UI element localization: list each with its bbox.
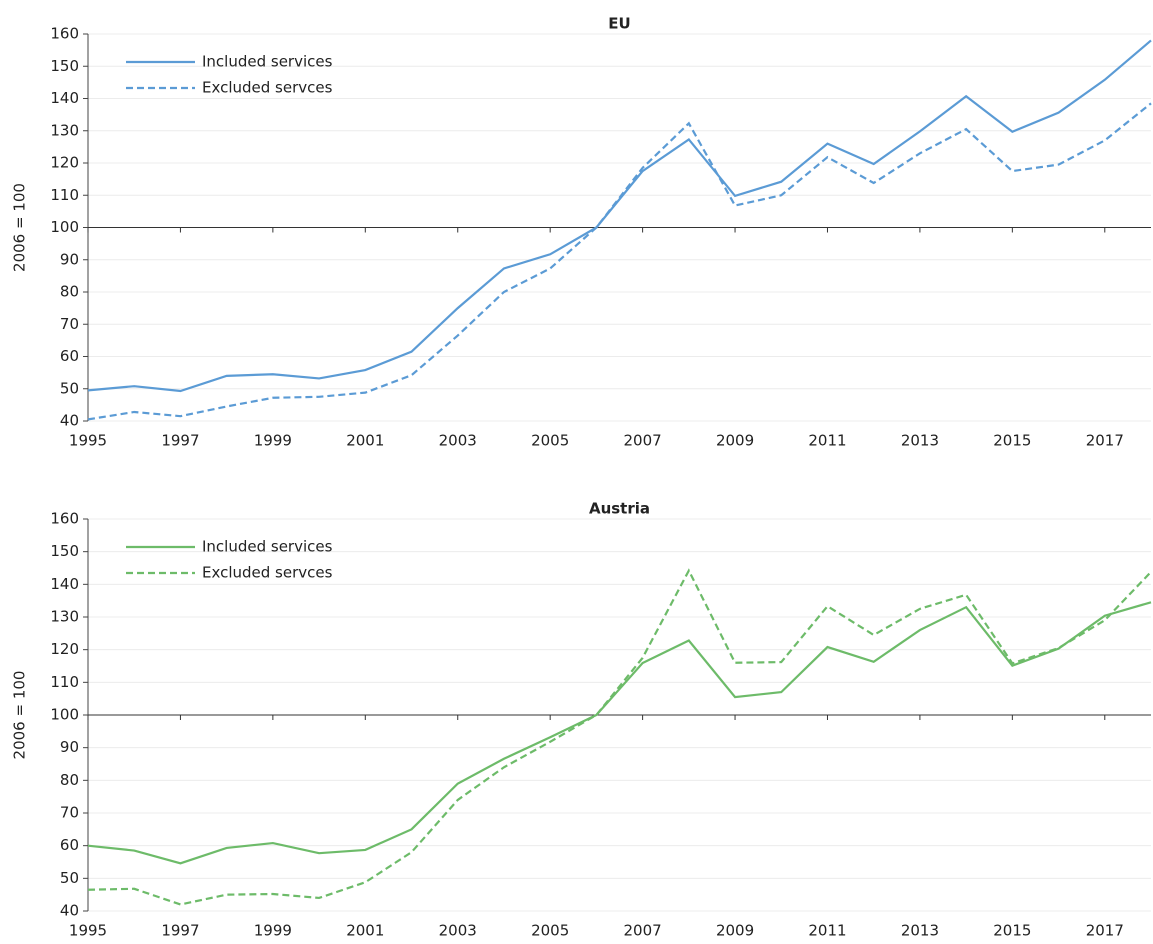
x-tick-label: 1995 [69,432,107,450]
y-tick-label: 160 [50,510,79,528]
x-tick-label: 2011 [808,922,846,940]
y-tick-label: 90 [60,738,79,756]
y-tick-label: 70 [60,804,79,822]
x-tick-label: 1995 [69,922,107,940]
y-tick-label: 40 [60,902,79,920]
y-tick-label: 80 [60,771,79,789]
legend-label: Included services [202,538,333,556]
chart-title: Austria [589,500,650,518]
y-tick-label: 70 [60,315,79,333]
legend-label: Included services [202,53,333,71]
x-tick-label: 2015 [993,922,1031,940]
y-tick-label: 130 [50,608,79,626]
chart-title: EU [608,15,630,33]
chart: 40 50 60 70 80 90 100 110 120 130 140 150 160 1995 199… [11,500,1152,940]
y-tick-label: 100 [50,706,79,724]
x-tick-label: 2001 [346,432,384,450]
x-tick-label: 2009 [716,922,754,940]
x-tick-label: 2005 [531,432,569,450]
y-tick-label: 150 [50,542,79,560]
x-tick-label: 2003 [439,922,477,940]
x-tick-label: 1997 [161,432,199,450]
y-axis-label: 2006 = 100 [11,183,29,272]
x-tick-label: 1999 [254,432,292,450]
x-tick-label: 2013 [901,922,939,940]
x-tick-label: 2015 [993,432,1031,450]
series-line [87,102,1152,421]
y-tick-label: 110 [50,673,79,691]
y-tick-label: 110 [50,186,79,204]
x-tick-label: 2017 [1086,432,1124,450]
series-line [87,601,1152,865]
y-tick-label: 60 [60,836,79,854]
y-tick-label: 130 [50,121,79,139]
x-tick-label: 2013 [901,432,939,450]
chart: 40 50 60 70 80 90 100 110 120 130 140 150 160 1995 199… [11,15,1152,450]
y-tick-label: 120 [50,154,79,172]
y-tick-label: 140 [50,89,79,107]
series-line [87,39,1152,393]
y-tick-label: 90 [60,250,79,268]
y-tick-label: 50 [60,379,79,397]
y-axis-label: 2006 = 100 [11,671,29,760]
y-tick-label: 80 [60,283,79,301]
y-tick-label: 150 [50,57,79,75]
x-tick-label: 2007 [624,432,662,450]
y-tick-label: 100 [50,218,79,236]
legend-label: Excluded servces [202,79,333,97]
y-tick-label: 50 [60,869,79,887]
y-tick-label: 160 [50,25,79,43]
series-line [87,568,1152,906]
y-tick-label: 120 [50,640,79,658]
x-tick-label: 1997 [161,922,199,940]
x-tick-label: 2007 [624,922,662,940]
x-tick-label: 2011 [808,432,846,450]
y-tick-label: 60 [60,347,79,365]
x-tick-label: 1999 [254,922,292,940]
x-tick-label: 2001 [346,922,384,940]
x-tick-label: 2017 [1086,922,1124,940]
x-tick-label: 2009 [716,432,754,450]
legend-label: Excluded servces [202,564,333,582]
y-tick-label: 140 [50,575,79,593]
y-tick-label: 40 [60,412,79,430]
x-tick-label: 2003 [439,432,477,450]
x-tick-label: 2005 [531,922,569,940]
